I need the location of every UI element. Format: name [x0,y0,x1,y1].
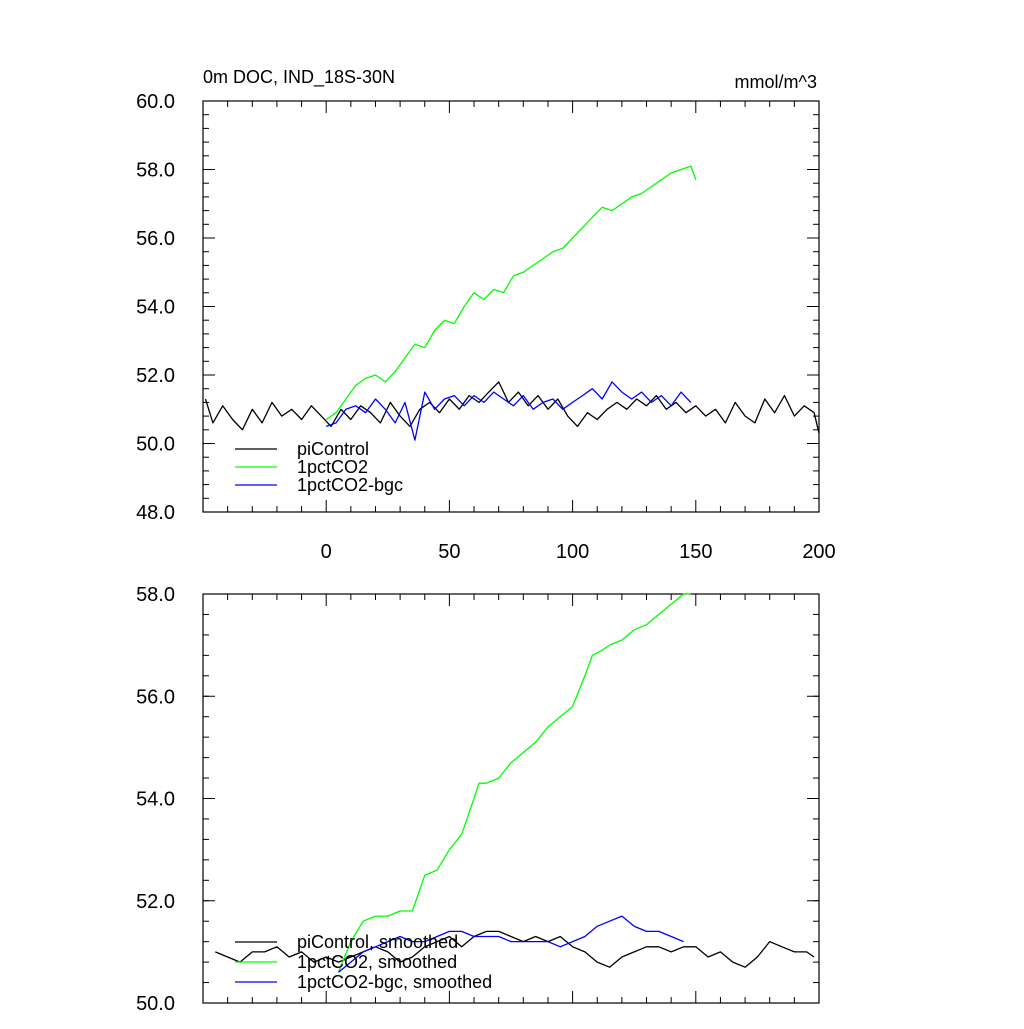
series-line-1 [215,930,815,968]
x-tick-label: 200 [802,541,835,563]
chart-title: 0m DOC, IND_18S-30N [203,67,395,88]
y-tick-label: 56.0 [136,686,175,708]
y-tick-label: 58.0 [136,160,175,182]
x-tick-label: 100 [556,541,589,563]
y-tick-label: 54.0 [136,297,175,319]
legend-entry: piControl, smoothed [297,932,458,952]
x-tick-label: 0 [321,541,332,563]
series-line-3 [325,381,692,441]
y-tick-label: 52.0 [136,891,175,913]
y-tick-label: 50.0 [136,434,175,456]
y-tick-label: 60.0 [136,91,175,113]
series-line-3 [338,915,684,973]
y-tick-label: 58.0 [136,584,175,606]
y-tick-label: 48.0 [136,502,175,524]
plot-frame [202,100,820,513]
legend-entry: 1pctCO2 [297,457,368,477]
legend-entry: piControl [297,439,369,459]
series-line-2 [325,165,697,421]
chart-panel-1: 48.0 50.0 52.0 54.0 56.0 58.0 60.0 0 50 100 150 200… [136,67,836,563]
legend-entry: 1pctCO2-bgc, smoothed [297,972,492,992]
legend-entry: 1pctCO2, smoothed [297,952,457,972]
series-line-1 [204,381,820,434]
y-tick-label: 56.0 [136,228,175,250]
y-tick-label: 52.0 [136,365,175,387]
series-line-2 [337,593,691,973]
x-tick-label: 150 [679,541,712,563]
y-tick-label: 54.0 [136,789,175,811]
x-tick-label: 50 [438,541,460,563]
units-label: mmol/m^3 [735,72,817,92]
y-tick-label: 50.0 [136,993,175,1015]
legend-entry: 1pctCO2-bgc [297,475,403,495]
